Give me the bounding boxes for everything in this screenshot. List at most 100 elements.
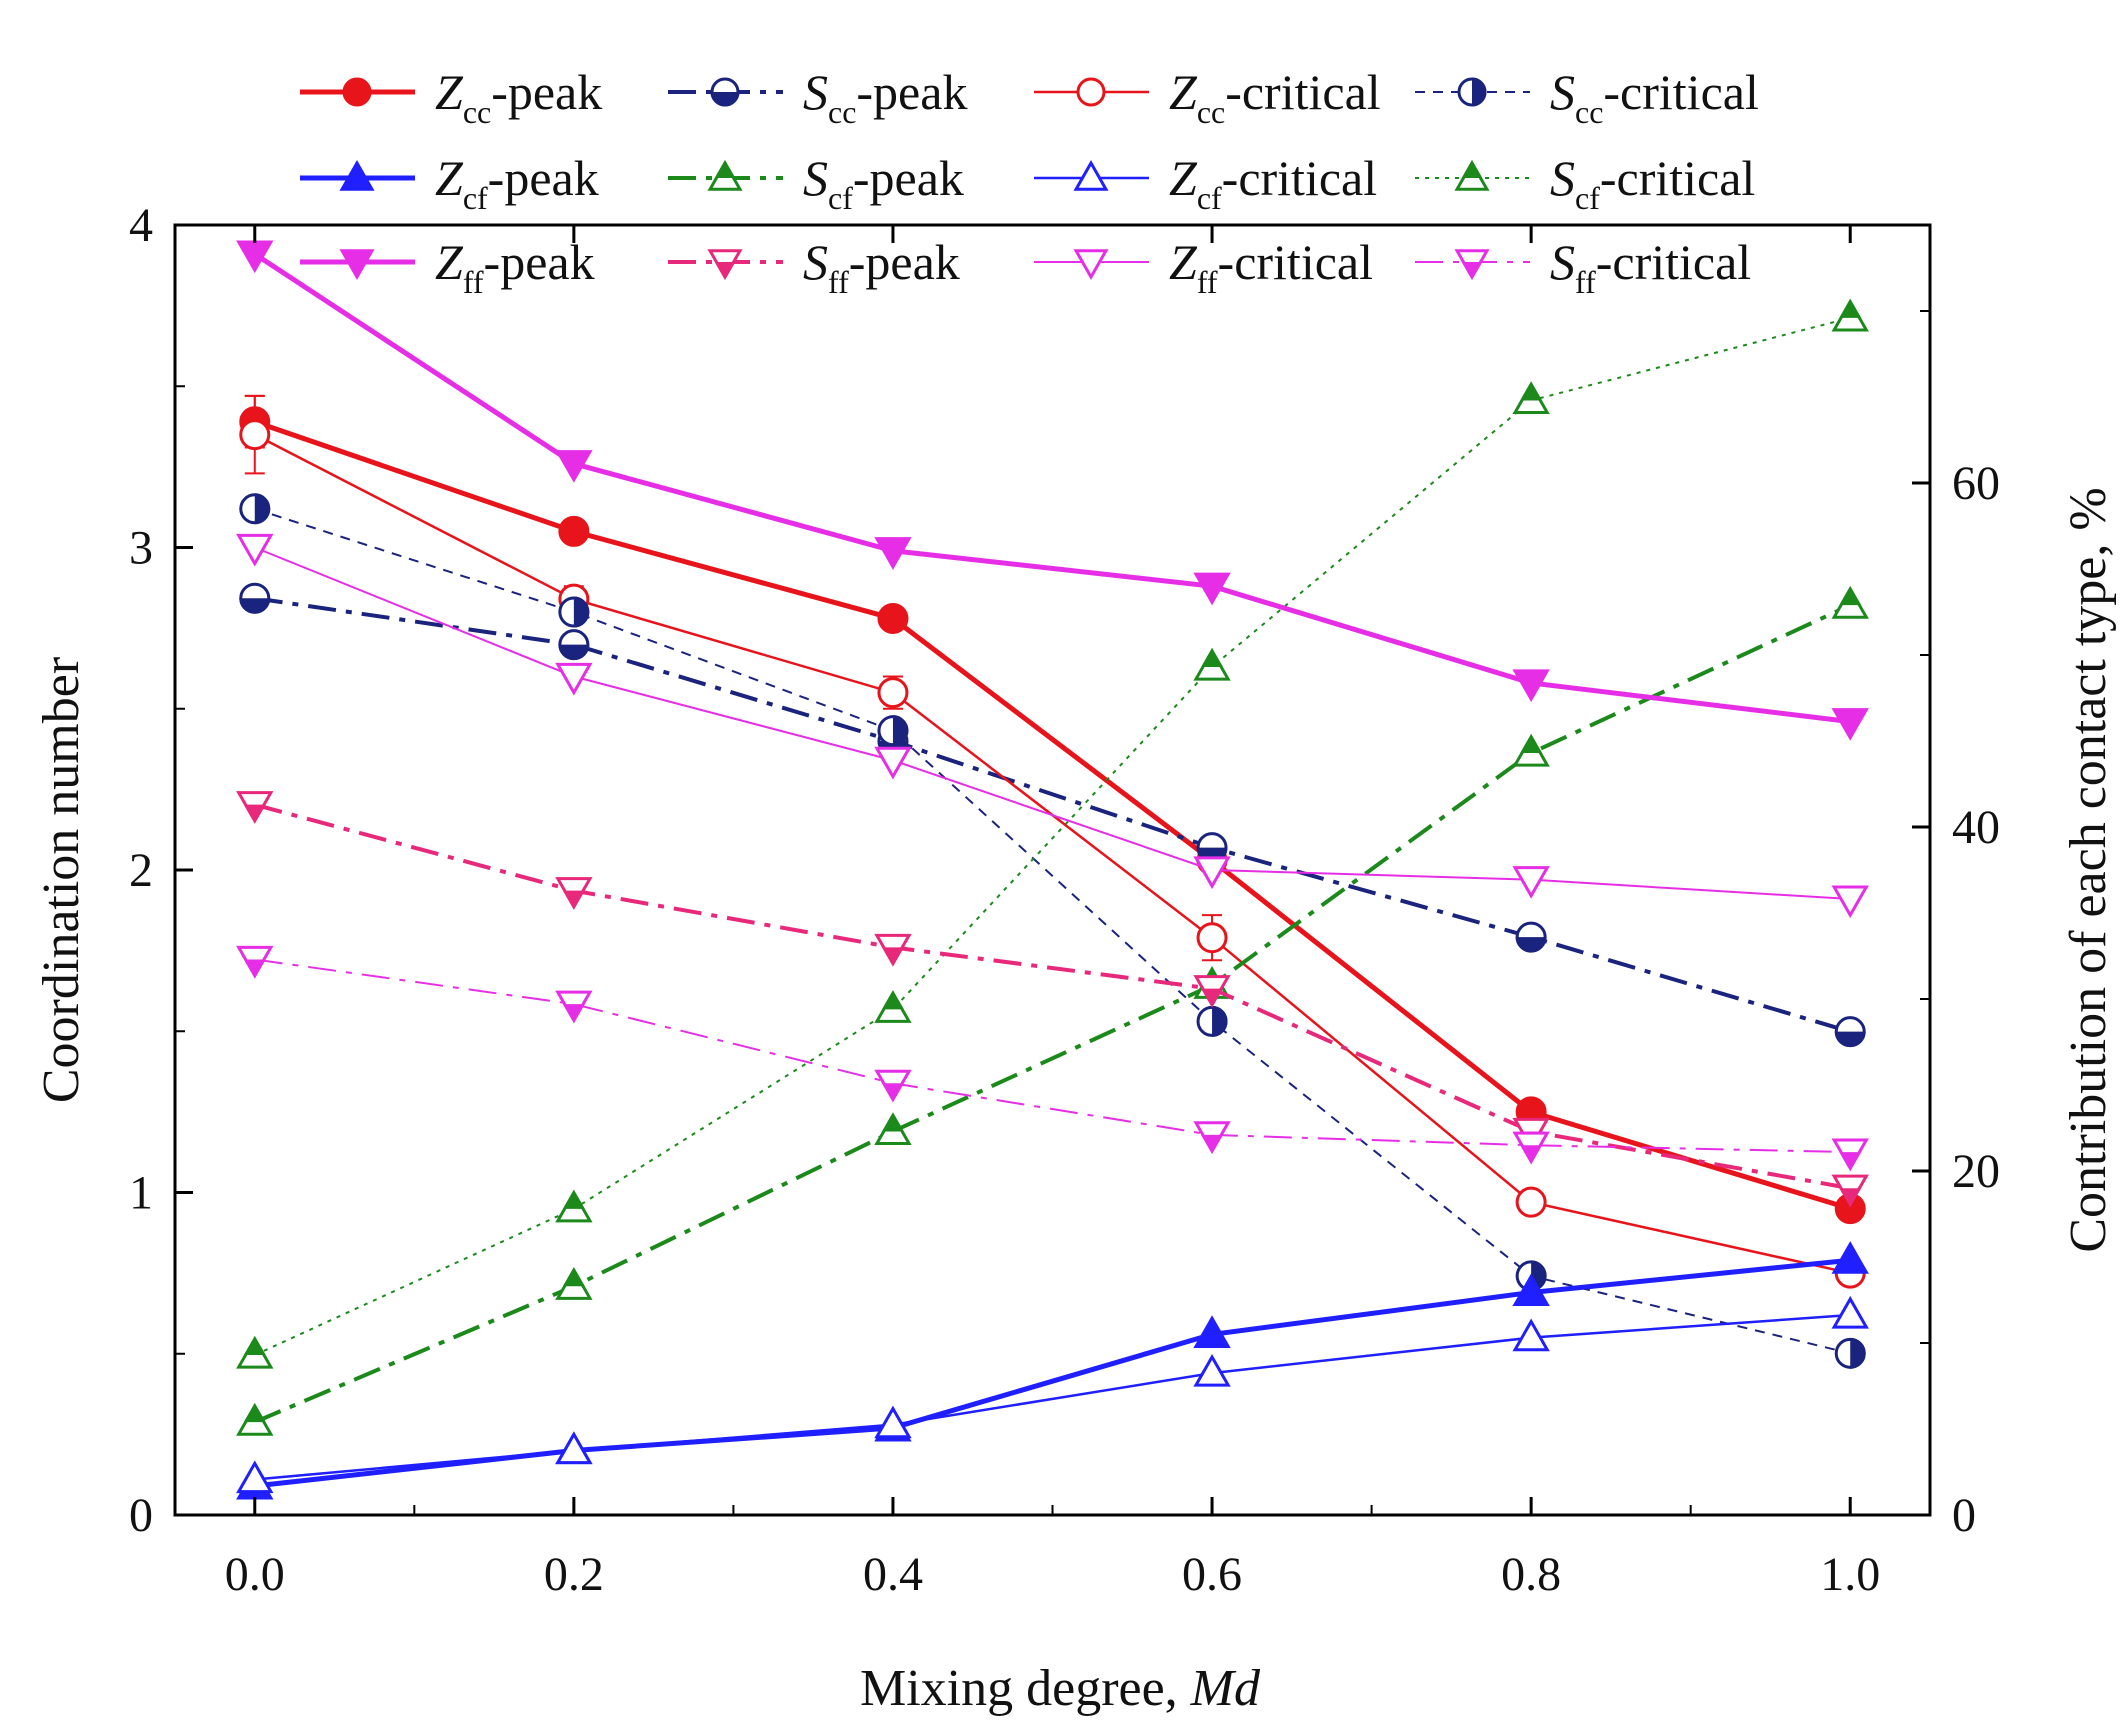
data-point [239,493,271,525]
series-Zcc-peak [239,394,1866,1225]
series-Sff-peak [236,791,1869,1208]
data-point [236,1402,274,1436]
y-tick-label: 4 [129,199,153,252]
data-point [877,715,909,747]
legend-marker [1454,160,1490,191]
series-Scf-peak [236,585,1869,1436]
y-right-tick-label: 0 [1952,1489,1976,1542]
marker-fill [1212,1005,1228,1037]
marker-fill [1520,1145,1543,1165]
series-Scc-peak [239,582,1866,1048]
marker-outline [1076,77,1106,107]
data-point [874,1112,912,1146]
marker-outline [1193,1315,1231,1348]
marker-fill [714,262,736,280]
data-point [1512,381,1550,415]
marker-fill [882,947,904,967]
series-Zff-peak [236,240,1869,741]
data-point [555,1431,593,1465]
marker-outline [1196,922,1228,954]
marker-outline [1831,1241,1869,1274]
series-Zcc-critical [239,394,1866,1289]
legend-marker [342,77,372,107]
marker-outline [236,1460,274,1494]
data-point [1831,298,1869,332]
data-point [236,1335,274,1369]
marker-fill [882,1112,904,1132]
legend-label: Zcf-critical [1169,150,1377,216]
legend-label: Scc-peak [803,64,967,130]
legend-marker [707,160,743,191]
y-tick-label: 3 [129,522,153,575]
data-point [1834,1016,1866,1048]
data-point [1515,1186,1547,1218]
marker-fill [562,890,585,910]
data-point [1515,921,1547,953]
marker-outline [1831,885,1869,919]
legend-label: Zff-peak [435,234,595,300]
data-point [1512,1273,1550,1307]
marker-fill [1520,733,1543,754]
marker-fill [1472,77,1487,107]
data-point [1196,922,1228,954]
marker-fill [892,715,909,747]
legend-label: Zff-critical [1169,234,1373,300]
marker-fill [562,1189,585,1209]
series-line [254,546,1851,901]
legend-item-Scc-peak: Scc-peak [668,64,967,130]
marker-fill [710,92,740,107]
legend-label: Zcc-critical [1169,64,1381,130]
data-point [555,990,593,1024]
data-point [1193,1315,1231,1348]
legend-label: Zcc-peak [435,64,602,130]
series-line [254,316,1851,1356]
data-point [558,629,590,661]
data-point [236,240,274,274]
marker-fill [1520,381,1543,401]
legend-item-Zff-peak: Zff-peak [300,234,595,300]
data-point [1831,585,1869,619]
series-Zcf-critical [236,1295,1869,1494]
marker-fill [1839,298,1862,318]
legend-marker [1073,160,1109,191]
marker-fill [1834,1031,1866,1048]
legend-item-Scc-critical: Scc-critical [1415,64,1759,130]
marker-fill [1839,1188,1862,1208]
marker-fill [562,1267,585,1287]
legend-marker [339,160,375,191]
legend: Zcc-peak Scc-peak Zcc-critical Scc-critical… [300,64,1759,300]
data-point [1831,1295,1869,1329]
marker-outline [1512,669,1550,703]
marker-fill [882,990,904,1010]
data-point [874,933,912,967]
legend-item-Zff-critical: Zff-critical [1034,234,1373,300]
series-Scc-critical [239,493,1866,1369]
marker-fill [882,1083,904,1103]
legend-item-Scf-critical: Scf-critical [1415,150,1755,216]
series-line [254,596,1851,1034]
legend-item-Zcc-critical: Zcc-critical [1034,64,1381,130]
data-point [1831,885,1869,919]
data-point [236,945,274,979]
legend-marker [339,249,375,280]
marker-fill [562,1004,585,1024]
series-line [253,419,1851,1212]
marker-outline [1512,1318,1550,1352]
x-tick-label: 0.6 [1182,1548,1242,1601]
legend-item-Zcc-peak: Zcc-peak [300,64,602,130]
data-point [236,791,274,824]
series-line [254,802,1851,1191]
marker-fill [1201,1134,1223,1155]
marker-outline [558,515,590,547]
legend-label: Scf-critical [1550,150,1755,216]
marker-fill [243,1335,266,1356]
legend-label: Sff-peak [803,234,960,300]
y-axis-title: Coordination number [33,657,90,1103]
marker-outline [555,662,593,696]
x-tick-label: 0.2 [544,1548,604,1601]
y-tick-label: 2 [129,844,153,897]
marker-outline [874,746,912,780]
marker-outline [239,419,271,451]
